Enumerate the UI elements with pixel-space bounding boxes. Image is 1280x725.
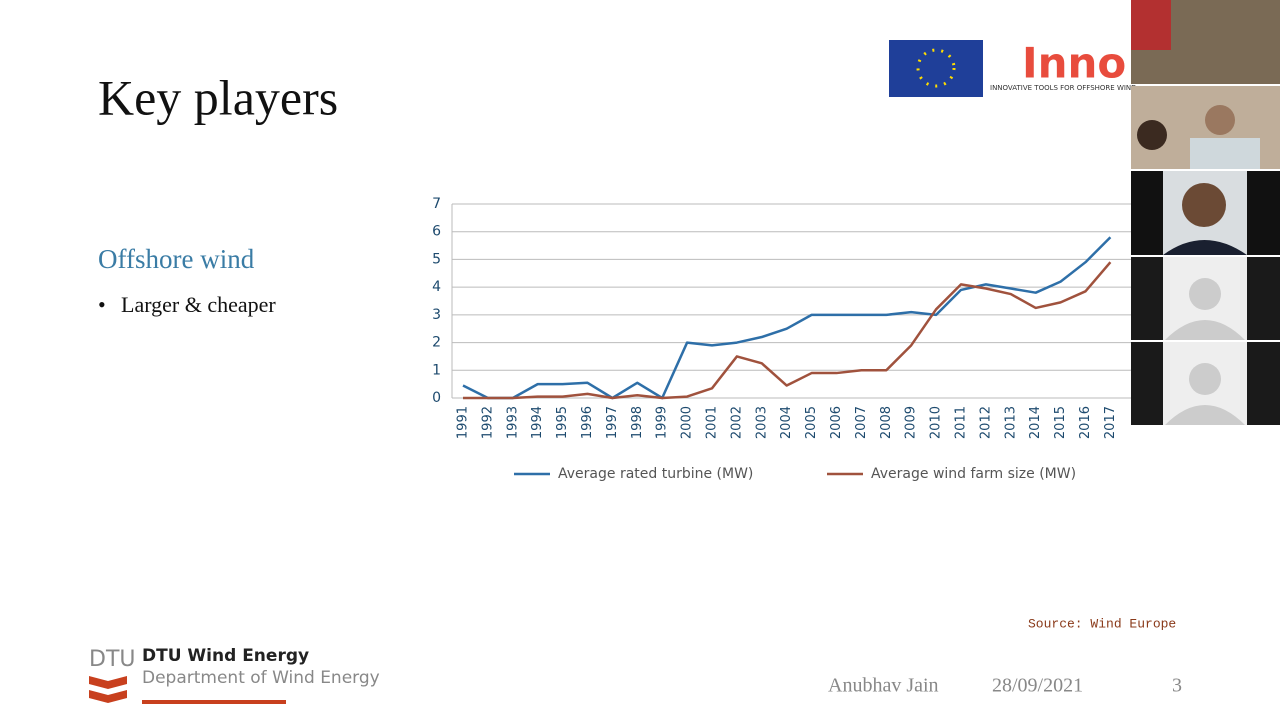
eu-flag (889, 40, 983, 97)
x-tick-label: 1999 (655, 406, 670, 439)
x-tick-label: 2005 (804, 406, 819, 439)
department: Department of Wind Energy (142, 668, 380, 688)
x-tick-label: 2003 (754, 406, 769, 439)
x-tick-label: 2012 (978, 406, 993, 439)
unit: DTU Wind Energy (142, 646, 309, 666)
x-tick-label: 2008 (879, 406, 894, 439)
legend-label: Average rated turbine (MW) (558, 466, 753, 482)
legend-label: Average wind farm size (MW) (871, 466, 1076, 482)
date: 28/09/2021 (992, 675, 1083, 697)
x-tick-label: 2016 (1078, 406, 1093, 439)
y-tick-label: 5 (432, 251, 441, 267)
logo-tagline: INNOVATIVE TOOLS FOR OFFSHORE WIND (990, 84, 1137, 92)
x-tick-label: 2001 (705, 406, 720, 439)
logo-name: Inno (1022, 39, 1126, 88)
page-number: 3 (1172, 675, 1182, 697)
chart: 0 1 2 3 4 5 6 7 1991 1992 1993 1994 1995 1996 1997 1998… (432, 196, 1131, 482)
x-tick-label: 1992 (480, 406, 495, 439)
y-tick-label: 3 (432, 307, 441, 323)
x-tick-label: 2000 (680, 406, 695, 439)
x-tick-label: 1997 (605, 406, 620, 439)
y-tick-label: 7 (432, 196, 441, 212)
footer-bar (142, 700, 286, 704)
x-tick-label: 1994 (530, 406, 545, 439)
series-line (463, 261, 1112, 400)
y-tick-label: 0 (432, 390, 441, 406)
video-panel (1131, 0, 1280, 425)
x-tick-label: 2015 (1053, 406, 1068, 439)
y-tick-label: 1 (432, 362, 441, 378)
x-tick-label: 2002 (729, 406, 744, 439)
subtitle: Offshore wind (98, 244, 255, 274)
author: Anubhav Jain (828, 675, 939, 697)
x-tick-label: 2007 (854, 406, 869, 439)
y-tick-label: 2 (432, 335, 441, 351)
x-tick-label: 2011 (954, 406, 969, 439)
x-tick-label: 1996 (580, 406, 595, 439)
x-tick-label: 1995 (555, 406, 570, 439)
x-tick-label: 2017 (1103, 406, 1118, 439)
y-tick-label: 4 (432, 279, 441, 295)
x-tick-label: 2014 (1028, 406, 1043, 439)
dtu-logo (89, 676, 127, 703)
source: Source: Wind Europe (1028, 616, 1176, 631)
y-tick-label: 6 (432, 224, 441, 240)
series-line (462, 236, 1112, 400)
eu-stars (916, 48, 956, 88)
x-tick-label: 2006 (829, 406, 844, 439)
x-tick-label: 2004 (779, 406, 794, 439)
x-tick-label: 1991 (456, 406, 471, 439)
bullet-dot: • (98, 292, 106, 317)
dtu-mark: DTU (89, 647, 135, 672)
x-tick-label: 1993 (505, 406, 520, 439)
x-tick-label: 2009 (904, 406, 919, 439)
x-tick-label: 1998 (630, 406, 645, 439)
slide-title: Key players (98, 69, 338, 125)
x-tick-label: 2010 (929, 406, 944, 439)
x-tick-label: 2013 (1003, 406, 1018, 439)
bullet: Larger & cheaper (121, 292, 276, 317)
